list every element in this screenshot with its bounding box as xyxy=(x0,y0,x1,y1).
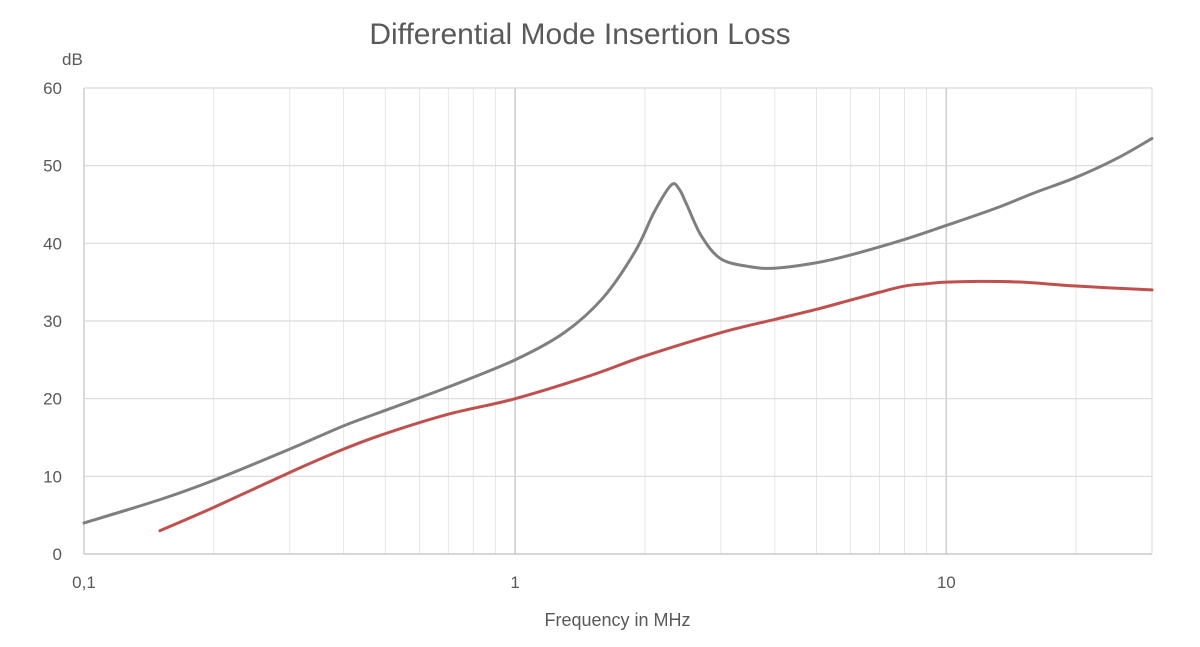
series-line-2 xyxy=(158,279,1154,533)
chart-title: Differential Mode Insertion Loss xyxy=(369,18,791,51)
y-tick-label: 30 xyxy=(43,312,62,331)
y-tick-label: 60 xyxy=(43,79,62,98)
x-axis-label: Frequency in MHz xyxy=(544,610,691,630)
y-tick-label: 10 xyxy=(43,467,62,486)
y-tick-label: 50 xyxy=(43,157,62,176)
x-tick-label: 10 xyxy=(937,573,956,592)
y-tick-label: 20 xyxy=(43,390,62,409)
y-tick-label: 0 xyxy=(53,545,62,564)
y-axis-unit-label: dB xyxy=(62,50,83,69)
y-tick-label: 40 xyxy=(43,234,62,253)
series-line-1 xyxy=(82,136,1154,525)
x-tick-label: 0,1 xyxy=(72,573,96,592)
x-tick-label: 1 xyxy=(510,573,519,592)
